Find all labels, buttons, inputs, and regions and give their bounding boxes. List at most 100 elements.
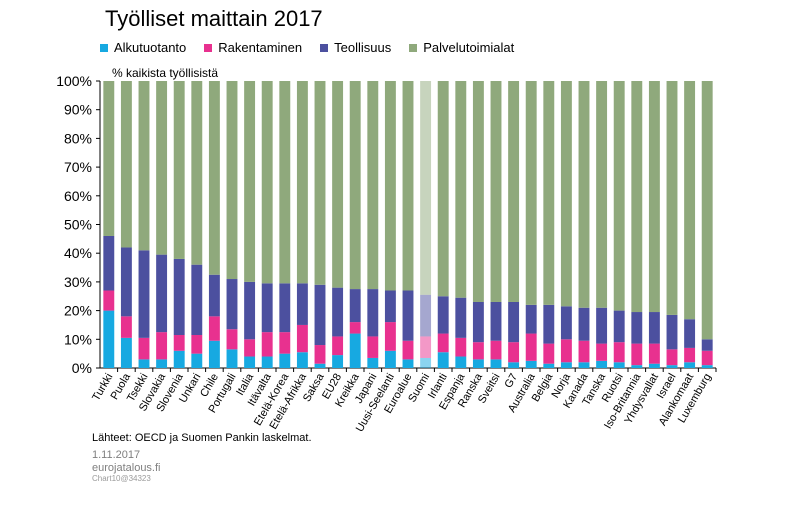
legend-swatch-alkutuotanto: [100, 43, 108, 52]
y-tick-label: 10%: [64, 331, 92, 347]
bar-segment-rakentaminen-ruotsi: [613, 342, 625, 363]
bar-segment-teollisuus-euroalue: [402, 290, 414, 341]
bar-segment-palvelutoimialat-kanada: [578, 81, 590, 308]
bar-segment-alkutuotanto-norja: [560, 362, 572, 368]
bar-segment-palvelutoimialat-italia: [244, 81, 256, 282]
bar-segment-rakentaminen-etelä-afrikka: [296, 324, 308, 353]
bar-segment-rakentaminen-euroalue: [402, 340, 414, 360]
bar-segment-palvelutoimialat-slovakia: [156, 81, 168, 255]
bar-segment-palvelutoimialat-tsekki: [138, 81, 150, 251]
bar-segment-alkutuotanto-italia: [244, 356, 256, 368]
bar-segment-rakentaminen-luxemburg: [701, 350, 713, 366]
bar-segment-alkutuotanto-suomi: [420, 357, 432, 368]
bar-segment-teollisuus-kreikka: [349, 289, 361, 323]
bar-segment-alkutuotanto-etelä-korea: [279, 353, 291, 368]
bar-segment-palvelutoimialat-kreikka: [349, 81, 361, 290]
bar-segment-rakentaminen-irlanti: [437, 333, 449, 353]
bar-segment-alkutuotanto-tsekki: [138, 359, 150, 368]
bar-segment-alkutuotanto-puola: [120, 337, 132, 368]
bar-segment-rakentaminen-slovakia: [156, 332, 168, 360]
bar-segment-palvelutoimialat-israel: [666, 81, 678, 315]
legend-label-teollisuus: Teollisuus: [334, 40, 392, 55]
bar-segment-rakentaminen-tanska: [596, 343, 608, 361]
bar-segment-teollisuus-japani: [367, 289, 379, 337]
bar-segment-alkutuotanto-espanja: [455, 356, 467, 368]
bar-segment-alkutuotanto-alankomaat: [684, 362, 696, 368]
bar-segment-palvelutoimialat-tanska: [596, 81, 608, 308]
bar-segment-teollisuus-saksa: [314, 284, 326, 346]
bar-segment-teollisuus-etelä-afrikka: [296, 283, 308, 325]
bar-segment-palvelutoimialat-espanja: [455, 81, 467, 298]
bar-segment-rakentaminen-etelä-korea: [279, 332, 291, 354]
y-tick-label: 0%: [72, 360, 92, 376]
bar-segment-alkutuotanto-euroalue: [402, 359, 414, 368]
y-tick-label: 90%: [64, 102, 92, 118]
bar-segment-rakentaminen-itävalta: [261, 332, 273, 357]
bar-segment-alkutuotanto-uusi-seelanti: [384, 350, 396, 368]
bar-segment-alkutuotanto-g7: [508, 362, 520, 368]
bar-segment-palvelutoimialat-puola: [120, 81, 132, 248]
legend-item-teollisuus: Teollisuus: [320, 40, 391, 55]
y-tick-label: 70%: [64, 159, 92, 175]
bar-segment-rakentaminen-australia: [525, 333, 537, 361]
bar-segment-alkutuotanto-australia: [525, 360, 537, 368]
y-tick-label: 100%: [56, 73, 92, 89]
bar-segment-alkutuotanto-tanska: [596, 360, 608, 368]
bar-segment-rakentaminen-kanada: [578, 340, 590, 363]
bar-segment-alkutuotanto-turkki: [103, 310, 115, 368]
bar-segment-alkutuotanto-luxemburg: [701, 365, 713, 368]
bar-segment-palvelutoimialat-euroalue: [402, 81, 414, 291]
bar-segment-teollisuus-ruotsi: [613, 310, 625, 343]
y-tick-label: 50%: [64, 217, 92, 233]
bar-segment-palvelutoimialat-portugali: [226, 81, 238, 280]
bar-segment-teollisuus-turkki: [103, 235, 115, 291]
bar-segment-palvelutoimialat-unkari: [191, 81, 203, 265]
date-note: 1.11.2017: [92, 449, 141, 461]
bar-segment-teollisuus-eu28: [332, 287, 344, 337]
bar-segment-teollisuus-tsekki: [138, 250, 150, 338]
legend-swatch-palvelutoimialat: [409, 43, 418, 52]
bar-segment-alkutuotanto-irlanti: [437, 352, 449, 368]
bar-segment-palvelutoimialat-ranska: [472, 81, 484, 302]
bar-segment-palvelutoimialat-japani: [367, 81, 379, 290]
legend-swatch-teollisuus: [320, 43, 329, 52]
legend-label-alkutuotanto: Alkutuotanto: [114, 40, 187, 55]
bar-segment-teollisuus-unkari: [191, 264, 203, 335]
legend-swatch-rakentaminen: [204, 43, 213, 52]
bar-segment-alkutuotanto-kanada: [578, 362, 590, 368]
bar-segment-rakentaminen-turkki: [103, 290, 115, 311]
source-note: Lähteet: OECD ja Suomen Pankin laskelmat…: [92, 432, 312, 444]
bar-segment-palvelutoimialat-iso-britannia: [631, 81, 643, 313]
bar-segment-alkutuotanto-iso-britannia: [631, 365, 643, 368]
bar-segment-teollisuus-norja: [560, 306, 572, 340]
bar-segment-teollisuus-ranska: [472, 301, 484, 343]
bar-segment-palvelutoimialat-turkki: [103, 81, 115, 236]
bar-segment-rakentaminen-puola: [120, 316, 132, 338]
legend-label-rakentaminen: Rakentaminen: [218, 40, 303, 55]
bar-segment-palvelutoimialat-alankomaat: [684, 81, 696, 320]
bar-segment-rakentaminen-alankomaat: [684, 347, 696, 363]
bar-segment-alkutuotanto-sveitsi: [490, 359, 502, 368]
bar-segment-rakentaminen-slovenia: [173, 334, 185, 351]
bar-segment-palvelutoimialat-eu28: [332, 81, 344, 288]
bar-segment-alkutuotanto-unkari: [191, 353, 203, 368]
bar-segment-palvelutoimialat-saksa: [314, 81, 326, 285]
bar-segment-rakentaminen-israel: [666, 349, 678, 366]
bar-segment-teollisuus-italia: [244, 281, 256, 340]
bar-segment-teollisuus-belgia: [543, 304, 555, 344]
bar-segment-rakentaminen-belgia: [543, 343, 555, 364]
bar-segment-alkutuotanto-etelä-afrikka: [296, 352, 308, 368]
bar-segment-palvelutoimialat-etelä-korea: [279, 81, 291, 284]
bar-segment-palvelutoimialat-slovenia: [173, 81, 185, 259]
bar-segment-teollisuus-portugali: [226, 279, 238, 330]
bar-segment-rakentaminen-portugali: [226, 329, 238, 350]
bar-segment-teollisuus-yhdysvallat: [648, 312, 660, 344]
bar-segment-palvelutoimialat-norja: [560, 81, 572, 307]
legend-label-palvelutoimialat: Palvelutoimialat: [423, 40, 515, 55]
y-tick-label: 60%: [64, 188, 92, 204]
bar-segment-alkutuotanto-japani: [367, 357, 379, 368]
bar-segment-rakentaminen-italia: [244, 339, 256, 357]
bar-segment-rakentaminen-saksa: [314, 345, 326, 364]
y-tick-label: 30%: [64, 274, 92, 290]
